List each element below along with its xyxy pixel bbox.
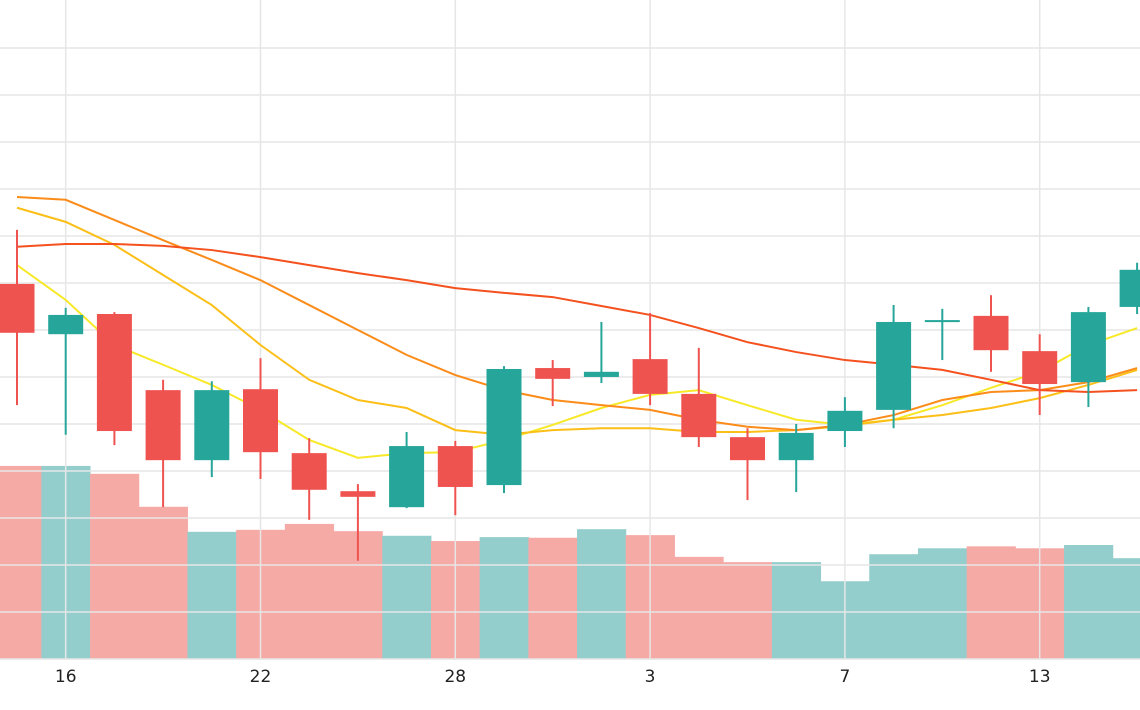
candle-body (1119, 269, 1140, 307)
candle-body (876, 321, 912, 410)
candle-body (973, 315, 1009, 351)
volume-bar (0, 465, 42, 659)
candle-body (243, 389, 278, 453)
volume-bar (187, 531, 237, 659)
ma-line (16, 242, 1138, 394)
volume-bar (723, 562, 773, 659)
volume-bar (382, 535, 432, 659)
volume-bar (1064, 544, 1114, 659)
candle-body (1022, 351, 1058, 385)
candle-body (96, 313, 132, 432)
candle-body (340, 491, 376, 497)
candle-body (778, 432, 814, 461)
volume-bar (138, 506, 188, 659)
candle-body (632, 359, 668, 394)
x-tick-label: 16 (55, 667, 77, 687)
candle-body (1070, 312, 1106, 383)
candle-body (145, 390, 181, 461)
candle-body (194, 390, 230, 461)
candle-body (389, 446, 425, 508)
candle-body (535, 368, 571, 379)
candle-body (924, 320, 960, 323)
volume-bar (479, 537, 529, 659)
candle-body (486, 368, 522, 486)
x-tick-label: 7 (839, 667, 850, 687)
candle-body (583, 371, 619, 377)
volume-bar (771, 562, 822, 659)
candle-body (0, 283, 35, 333)
volume-bar (869, 554, 919, 659)
candle-body (291, 453, 327, 490)
x-tick-label: 3 (645, 667, 656, 687)
x-tick-label: 22 (250, 667, 272, 687)
volume-bar (284, 523, 335, 659)
candle-body (48, 314, 84, 335)
candle-body (437, 446, 473, 487)
x-tick-label: 13 (1029, 667, 1051, 687)
volume-bar (674, 556, 724, 659)
volume-bar (577, 529, 627, 659)
volume-bar (917, 548, 968, 659)
volume-bar (966, 546, 1016, 659)
ma-line (16, 195, 1138, 432)
x-tick-label: 28 (444, 667, 466, 687)
volume-bar (90, 473, 140, 659)
candle-body (730, 437, 765, 461)
candle-body (681, 393, 717, 438)
ma-line (16, 264, 1138, 459)
candle-body (827, 410, 863, 432)
volume-bar (1112, 558, 1140, 659)
ma-line (16, 206, 1138, 436)
volume-bar (528, 537, 578, 659)
